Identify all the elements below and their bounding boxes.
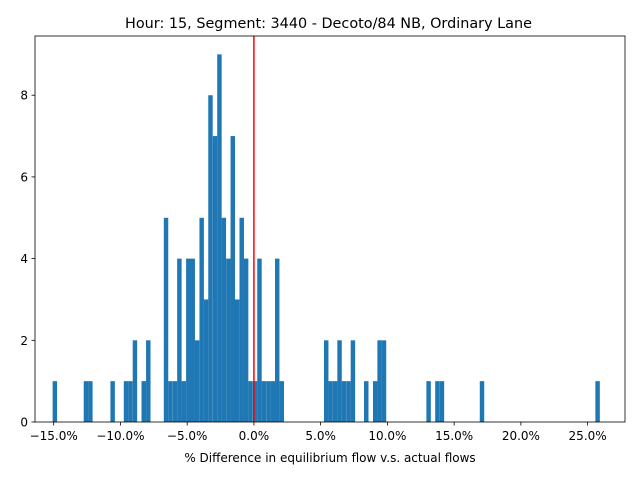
histogram-bar — [217, 54, 222, 422]
histogram-bar — [168, 381, 173, 422]
histogram-bar — [226, 258, 231, 422]
x-tick-label: 20.0% — [502, 429, 540, 443]
x-axis-ticks: −15.0% −10.0% −5.0% 0.0% 5.0% 10.0% 15.0% 20.0%… — [30, 422, 607, 443]
histogram-bar — [328, 381, 333, 422]
x-axis-label: % Difference in equilibrium flow v.s. ac… — [184, 451, 475, 465]
plot-frame — [34, 35, 626, 423]
histogram-bar — [110, 381, 115, 422]
y-tick-label: 8 — [20, 89, 28, 103]
histogram-bar — [337, 340, 342, 422]
histogram-bar — [141, 381, 146, 422]
x-tick-label: 0.0% — [239, 429, 270, 443]
histogram-bar — [595, 381, 600, 422]
histogram-bar — [364, 381, 369, 422]
histogram-bar — [266, 381, 271, 422]
histogram-bar — [350, 340, 356, 422]
x-tick-label: 25.0% — [569, 429, 607, 443]
histogram-bar — [186, 258, 191, 422]
x-tick-label: 10.0% — [368, 429, 406, 443]
x-tick-label: 5.0% — [305, 429, 336, 443]
histogram-bar — [172, 381, 178, 422]
histogram-bar — [163, 217, 169, 422]
histogram-bar — [239, 217, 244, 422]
histogram-bar — [221, 217, 227, 422]
histogram-bar — [88, 381, 93, 422]
histogram-bar — [252, 381, 258, 422]
chart-title: Hour: 15, Segment: 3440 - Decoto/84 NB, … — [125, 16, 532, 32]
histogram-bar — [323, 340, 329, 422]
histogram-bar — [381, 340, 387, 422]
histogram-bar — [177, 258, 182, 422]
histogram-bar — [230, 136, 235, 422]
histogram-bar — [181, 381, 187, 422]
histogram-bars — [52, 54, 600, 422]
histogram-bar — [377, 340, 382, 422]
x-tick-label: −15.0% — [30, 429, 78, 443]
x-tick-label: −10.0% — [96, 429, 144, 443]
histogram-bar — [52, 381, 58, 422]
histogram-bar — [190, 258, 195, 422]
histogram-bar — [212, 136, 218, 422]
histogram-bar — [194, 340, 200, 422]
histogram-bar — [123, 381, 129, 422]
histogram-bar — [243, 258, 249, 422]
y-tick-label: 6 — [20, 170, 28, 184]
histogram-bar — [261, 381, 267, 422]
x-tick-label: −5.0% — [167, 429, 208, 443]
histogram-bar — [479, 381, 485, 422]
y-tick-label: 2 — [20, 334, 28, 348]
y-tick-label: 4 — [20, 252, 28, 266]
histogram-bar — [346, 381, 351, 422]
histogram-bar — [257, 258, 262, 422]
histogram-bar — [83, 381, 89, 422]
histogram-bar — [435, 381, 440, 422]
histogram-bar — [275, 258, 280, 422]
histogram-bar — [203, 299, 209, 422]
histogram-bar — [279, 381, 284, 422]
histogram-bar — [199, 217, 204, 422]
histogram-bar — [146, 340, 151, 422]
y-axis-ticks: 0 2 4 6 8 — [20, 89, 35, 430]
histogram-bar — [128, 381, 133, 422]
y-tick-label: 0 — [20, 416, 28, 430]
histogram-bar — [426, 381, 431, 422]
histogram-bar — [132, 340, 138, 422]
histogram-bar — [332, 381, 338, 422]
histogram-bar — [248, 381, 253, 422]
histogram-bar — [372, 381, 378, 422]
histogram-bar — [341, 381, 347, 422]
histogram-bar — [439, 381, 445, 422]
x-tick-label: 15.0% — [435, 429, 473, 443]
histogram-bar — [234, 299, 240, 422]
histogram-bar — [270, 381, 276, 422]
histogram-bar — [208, 95, 213, 422]
